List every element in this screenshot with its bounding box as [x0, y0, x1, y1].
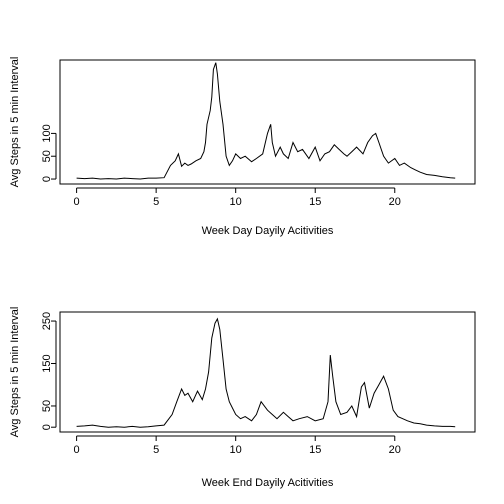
- y-tick-label: 50: [41, 150, 53, 162]
- y-tick-label: 100: [41, 124, 53, 142]
- y-axis-title: Avg Steps in 5 min Interval: [9, 307, 21, 438]
- x-tick-label: 0: [74, 196, 80, 208]
- y-tick-label: 0: [41, 424, 53, 430]
- y-tick-label: 0: [41, 176, 53, 182]
- x-tick-label: 20: [389, 444, 401, 456]
- x-tick-label: 0: [74, 444, 80, 456]
- plot-frame: [59, 59, 476, 185]
- y-axis-title: Avg Steps in 5 min Interval: [9, 57, 21, 188]
- x-axis-title: Week Day Dayily Acitivities: [202, 225, 334, 237]
- x-tick-label: 10: [230, 444, 242, 456]
- x-tick-label: 15: [309, 444, 321, 456]
- y-tick-label: 50: [41, 400, 53, 412]
- x-tick-label: 15: [309, 196, 321, 208]
- chart-panel-1: 0 5 10 15 20 0 50 100 Week Day Dayily Acitivitie…: [9, 57, 476, 237]
- x-axis-title: Week End Dayily Acitivities: [202, 477, 334, 489]
- series-line: [76, 62, 456, 180]
- y-tick-label: 150: [41, 354, 53, 372]
- y-tick-label: 250: [41, 312, 53, 330]
- series-line: [76, 317, 456, 428]
- x-tick-label: 5: [153, 196, 159, 208]
- x-tick-label: 20: [389, 196, 401, 208]
- x-tick-label: 10: [230, 196, 242, 208]
- plot-frame: [59, 311, 476, 433]
- chart-panel-2: 0 5 10 15 20 0 50 150 250 Week End Dayily Acitivi…: [9, 307, 476, 489]
- x-tick-label: 5: [153, 444, 159, 456]
